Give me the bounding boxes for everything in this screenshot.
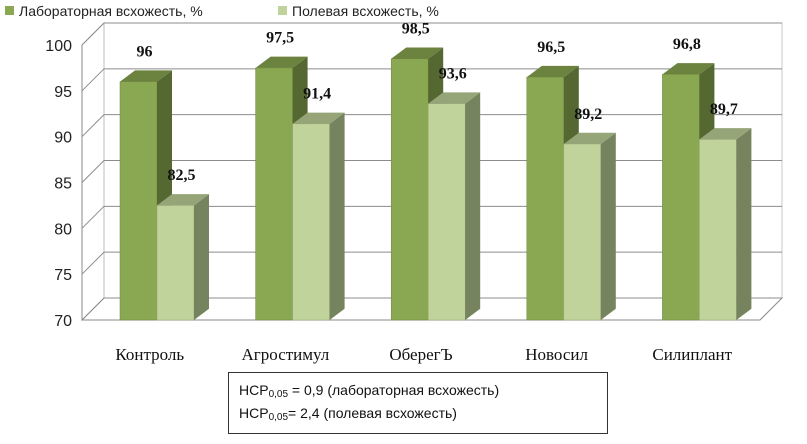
y-tick-label: 75	[54, 267, 72, 284]
note-line-field: НСР0,05= 2,4 (полевая всхожесть)	[239, 404, 607, 427]
value-label: 96	[137, 43, 153, 60]
gridline	[81, 22, 782, 46]
value-label: 89,2	[574, 106, 602, 123]
bar-field-3	[427, 92, 481, 321]
x-category-label: Контроль	[115, 345, 184, 364]
legend-label-2: Полевая всхожесть, %	[292, 3, 439, 19]
note-line-lab-prefix: НСР	[239, 382, 269, 398]
bar-field-5	[699, 128, 752, 321]
note-line-lab: НСР0,05 = 0,9 (лабораторная всхожесть)	[239, 381, 607, 404]
y-tick-label: 90	[54, 130, 72, 147]
value-label: 97,5	[266, 30, 294, 47]
x-category-label: Агростимул	[242, 345, 330, 364]
y-tick-label: 95	[54, 84, 72, 101]
bar-field-2	[292, 112, 345, 321]
y-tick-label: 100	[45, 38, 72, 55]
value-label: 91,4	[303, 86, 331, 103]
legend: Лабораторная всхожесть, % Полевая всхожес…	[5, 3, 439, 19]
legend-swatch-1	[5, 6, 14, 15]
y-tick-label: 85	[54, 176, 72, 193]
note-line-lab-text: = 0,9 (лабораторная всхожесть)	[288, 382, 500, 398]
bars: 96 82,5 97,5 91,4 98,5 93,6 96,5 89,2 96,8 89,7	[119, 21, 752, 321]
value-label: 96,5	[537, 39, 565, 56]
note-line-lab-sub: 0,05	[268, 389, 289, 400]
legend-swatch-2	[278, 6, 287, 15]
note-line-field-text: = 2,4 (полевая всхожесть)	[288, 405, 457, 421]
y-tick-label: 80	[54, 221, 72, 238]
x-category-label: ОберегЪ	[389, 345, 452, 364]
x-category-label: Новосил	[525, 345, 588, 364]
note-line-field-prefix: НСР	[239, 405, 269, 421]
value-label: 96,8	[673, 36, 701, 53]
bar-field-1	[156, 194, 209, 321]
note-line-field-sub: 0,05	[268, 412, 289, 423]
y-tick-label: 70	[54, 313, 72, 330]
legend-label-1: Лабораторная всхожесть, %	[19, 3, 203, 19]
value-label: 82,5	[168, 167, 196, 184]
value-label: 89,7	[710, 101, 738, 118]
x-category-label: Силиплант	[652, 345, 732, 364]
lsd-note: НСР0,05 = 0,9 (лабораторная всхожесть) Н…	[228, 372, 608, 434]
value-label: 98,5	[402, 21, 430, 38]
bar-field-4	[563, 132, 616, 321]
value-label: 93,6	[439, 65, 467, 82]
x-axis: Контроль Агростимул ОберегЪ Новосил Силиплан…	[115, 345, 732, 364]
